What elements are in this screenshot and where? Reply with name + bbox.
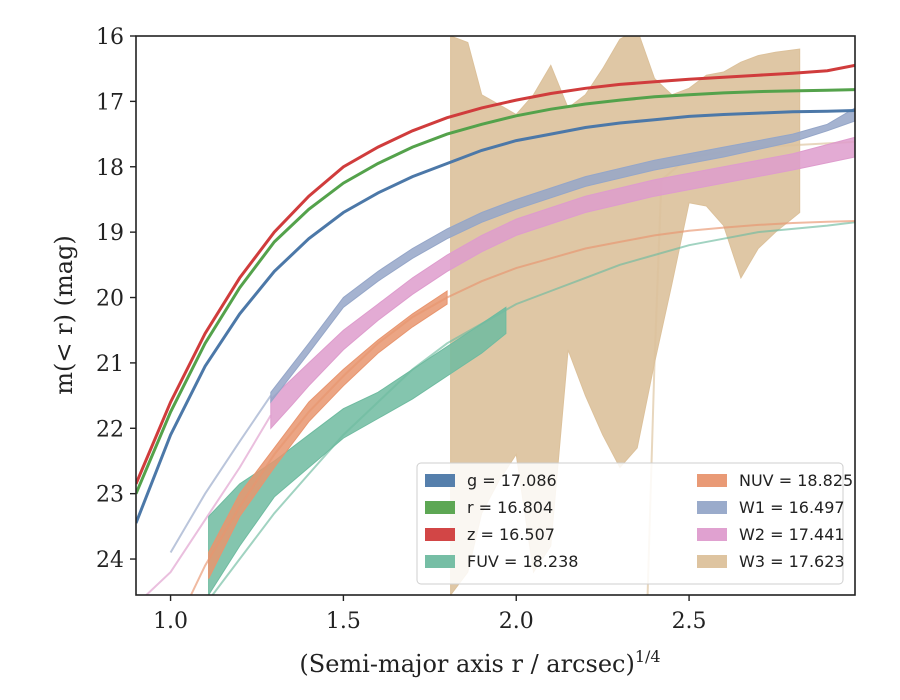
line-fuv-model <box>211 221 855 595</box>
y-tick-label: 16 <box>96 25 124 50</box>
legend-swatch-w2 <box>697 528 727 541</box>
legend-label-w1: W1 = 16.497 <box>739 498 845 517</box>
legend-swatch-z <box>425 528 455 541</box>
band-nuv <box>208 290 448 579</box>
x-axis-label: (Semi-major axis r / arcsec)1/4 <box>299 647 660 678</box>
y-tick-label: 18 <box>96 156 124 181</box>
band-w1 <box>270 107 855 404</box>
band-fuv <box>208 306 507 595</box>
plot-area <box>136 36 855 595</box>
y-tick-label: 19 <box>96 221 124 246</box>
band-w2 <box>270 136 855 430</box>
legend-box <box>416 462 844 585</box>
x-tick-label: 1.5 <box>326 609 361 634</box>
y-tick-label: 23 <box>96 483 124 508</box>
axes: 1.0 1.5 2.0 2.5 16 17 18 19 20 21 22 23 24 <box>96 25 856 634</box>
x-tick-label: 2.5 <box>672 609 707 634</box>
y-tick-label: 17 <box>96 90 124 115</box>
line-r <box>136 88 855 495</box>
legend-label-nuv: NUV = 18.825 <box>739 471 853 490</box>
line-z <box>136 63 855 485</box>
legend-label-w3: W3 = 17.623 <box>739 552 845 571</box>
x-tick-label: 2.0 <box>499 609 534 634</box>
line-w1-model <box>169 395 272 554</box>
y-tick-label: 20 <box>96 287 124 312</box>
legend-swatch-g <box>425 474 455 487</box>
legend-swatch-nuv <box>697 474 727 487</box>
legend-swatch-w3 <box>697 555 727 568</box>
legend-swatch-fuv <box>425 555 455 568</box>
legend-label-w2: W2 = 17.441 <box>739 525 845 544</box>
legend-swatch-w1 <box>697 501 727 514</box>
y-tick-label: 22 <box>96 417 124 442</box>
x-axis-label-exponent: 1/4 <box>635 647 661 666</box>
legend: g = 17.086 NUV = 18.825 r = 16.804 W1 = 16.… <box>416 462 853 585</box>
legend-label-g: g = 17.086 <box>467 471 557 490</box>
line-g <box>136 109 855 524</box>
y-axis-label: m(< r) (mag) <box>50 235 78 394</box>
x-tick-label: 1.0 <box>153 609 188 634</box>
legend-label-r: r = 16.804 <box>467 498 553 517</box>
legend-swatch-r <box>425 501 455 514</box>
y-tick-label: 21 <box>96 352 124 377</box>
y-tick-label: 24 <box>96 548 124 573</box>
legend-label-fuv: FUV = 18.238 <box>467 552 578 571</box>
axes-frame <box>135 35 856 596</box>
legend-label-z: z = 16.507 <box>467 525 555 544</box>
line-nuv-model <box>189 220 855 595</box>
line-w2-model <box>144 414 272 595</box>
